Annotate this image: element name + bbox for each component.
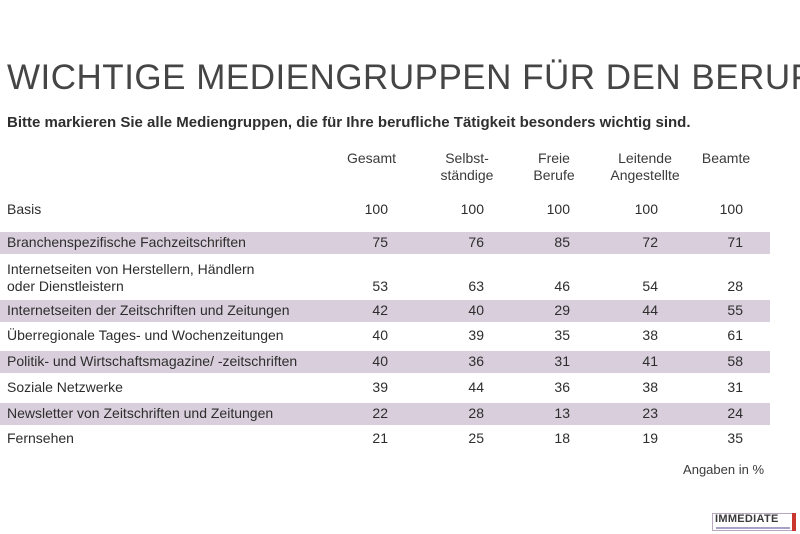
column-header-line: Leitende (618, 150, 672, 166)
table-cell: 40 (372, 327, 388, 343)
table-cell: 40 (372, 353, 388, 369)
row-label: Soziale Netzwerke (7, 379, 123, 395)
table-cell: 39 (372, 379, 388, 395)
table-cell: 71 (727, 234, 743, 250)
table-cell: 42 (372, 302, 388, 318)
column-header-freie-berufe: Freie Berufe (522, 150, 586, 184)
table-row-basis: Basis 100 100 100 100 100 (0, 199, 770, 221)
table-cell: 100 (364, 201, 388, 217)
row-label: Überregionale Tages- und Wochenzeitungen (7, 327, 284, 343)
table-cell: 54 (642, 278, 658, 294)
unit-note: Angaben in % (683, 462, 764, 477)
column-header-gesamt: Gesamt (336, 150, 396, 167)
immediate-logo: IMMEDIATE (712, 513, 796, 531)
table-cell: 36 (468, 353, 484, 369)
column-header-line: Angestellte (610, 167, 680, 183)
table-cell: 44 (642, 302, 658, 318)
table-cell: 28 (727, 278, 743, 294)
table-cell: 21 (372, 430, 388, 446)
column-header-line: Gesamt (346, 150, 396, 166)
column-header-line: Berufe (533, 167, 575, 183)
table-cell: 46 (554, 278, 570, 294)
table-cell: 53 (372, 278, 388, 294)
column-header-line: Beamte (701, 150, 751, 166)
logo-text: IMMEDIATE (715, 513, 779, 525)
table-cell: 25 (468, 430, 484, 446)
table-cell: 85 (554, 234, 570, 250)
row-label: Newsletter von Zeitschriften und Zeitung… (7, 405, 274, 421)
row-label: Basis (7, 201, 42, 217)
table-cell: 13 (554, 405, 570, 421)
table-cell: 100 (719, 201, 743, 217)
row-label-line-2: oder Dienstleistern (7, 278, 124, 294)
table-cell: 58 (727, 353, 743, 369)
row-label: Internetseiten der Zeitschriften und Zei… (7, 302, 290, 318)
table-cell: 35 (727, 430, 743, 446)
table-row: Branchenspezifische Fachzeitschriften 75… (0, 232, 770, 254)
table-cell: 100 (634, 201, 658, 217)
table-cell: 22 (372, 405, 388, 421)
table-row: Internetseiten von Herstellern, Händlern… (0, 258, 770, 298)
row-label: Internetseiten von Herstellern, Händlern (7, 261, 255, 277)
column-header-leitende-angestellte: Leitende Angestellte (604, 150, 686, 184)
table-cell: 61 (727, 327, 743, 343)
table-cell: 100 (460, 201, 484, 217)
table-cell: 44 (468, 379, 484, 395)
table-row: Fernsehen 21 25 18 19 35 (0, 428, 770, 450)
table-row: Soziale Netzwerke 39 44 36 38 31 (0, 377, 770, 399)
column-header-selbststaendige: Selbst- ständige (433, 150, 501, 184)
table-cell: 35 (554, 327, 570, 343)
survey-question: Bitte markieren Sie alle Mediengruppen, … (7, 114, 691, 131)
table-cell: 40 (468, 302, 484, 318)
page-title: WICHTIGE MEDIENGRUPPEN FÜR DEN BERUF (7, 58, 800, 97)
column-header-line: Freie (538, 150, 570, 166)
table-row: Internetseiten der Zeitschriften und Zei… (0, 300, 770, 322)
column-header-line: ständige (440, 167, 494, 183)
table-cell: 24 (727, 405, 743, 421)
row-label: Politik- und Wirtschaftsmagazine/ -zeits… (7, 353, 298, 369)
table-cell: 23 (642, 405, 658, 421)
table-cell: 29 (554, 302, 570, 318)
row-label: Fernsehen (7, 430, 74, 446)
table-cell: 38 (642, 379, 658, 395)
logo-underline (716, 527, 790, 529)
table-cell: 31 (554, 353, 570, 369)
table-row: Überregionale Tages- und Wochenzeitungen… (0, 325, 770, 347)
table-cell: 41 (642, 353, 658, 369)
table-cell: 38 (642, 327, 658, 343)
table-cell: 19 (642, 430, 658, 446)
table-cell: 63 (468, 278, 484, 294)
table-cell: 76 (468, 234, 484, 250)
column-header-beamte: Beamte (693, 150, 759, 167)
table-cell: 28 (468, 405, 484, 421)
table-cell: 55 (727, 302, 743, 318)
table-cell: 100 (546, 201, 570, 217)
logo-accent-mark (792, 513, 796, 531)
column-header-line: Selbst- (445, 150, 489, 166)
table-row: Politik- und Wirtschaftsmagazine/ -zeits… (0, 351, 770, 373)
table-cell: 31 (727, 379, 743, 395)
table-cell: 39 (468, 327, 484, 343)
table-cell: 36 (554, 379, 570, 395)
row-label: Branchenspezifische Fachzeitschriften (7, 234, 246, 250)
table-cell: 75 (372, 234, 388, 250)
table-cell: 18 (554, 430, 570, 446)
table-cell: 72 (642, 234, 658, 250)
table-row: Newsletter von Zeitschriften und Zeitung… (0, 403, 770, 425)
